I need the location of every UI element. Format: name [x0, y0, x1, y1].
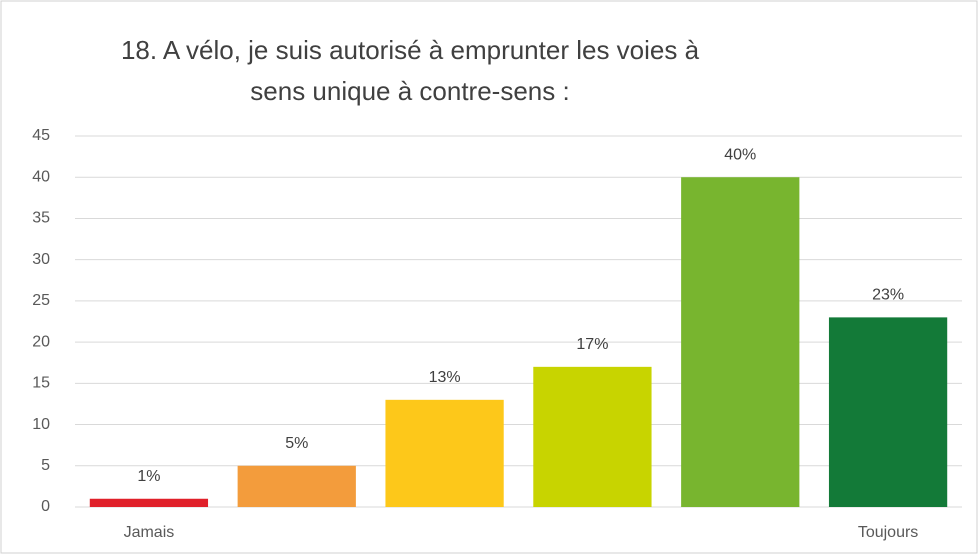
y-tick-label: 35	[32, 210, 50, 227]
data-label: 40%	[724, 146, 756, 163]
x-tick-label: Jamais	[124, 524, 175, 541]
chart-title: 18. A vélo, je suis autorisé à emprunter…	[121, 35, 700, 65]
bar	[828, 317, 948, 507]
bar	[385, 399, 504, 507]
data-label: 13%	[429, 369, 461, 386]
bar	[681, 177, 800, 507]
data-label: 1%	[137, 468, 160, 485]
bar	[533, 366, 652, 507]
y-tick-label: 0	[41, 498, 50, 515]
y-tick-label: 40	[32, 168, 50, 185]
x-tick-label: Toujours	[858, 524, 918, 541]
chart-title: sens unique à contre-sens :	[250, 76, 569, 106]
y-tick-label: 5	[41, 457, 50, 474]
data-label: 17%	[576, 336, 608, 353]
data-label: 5%	[285, 435, 308, 452]
bar	[89, 498, 209, 507]
y-tick-label: 25	[32, 292, 50, 309]
bar	[237, 465, 356, 507]
data-label: 23%	[872, 287, 904, 304]
y-tick-label: 10	[32, 416, 50, 433]
y-tick-label: 45	[32, 127, 50, 144]
y-tick-label: 15	[32, 375, 50, 392]
y-tick-label: 30	[32, 251, 50, 268]
y-tick-label: 20	[32, 333, 50, 350]
